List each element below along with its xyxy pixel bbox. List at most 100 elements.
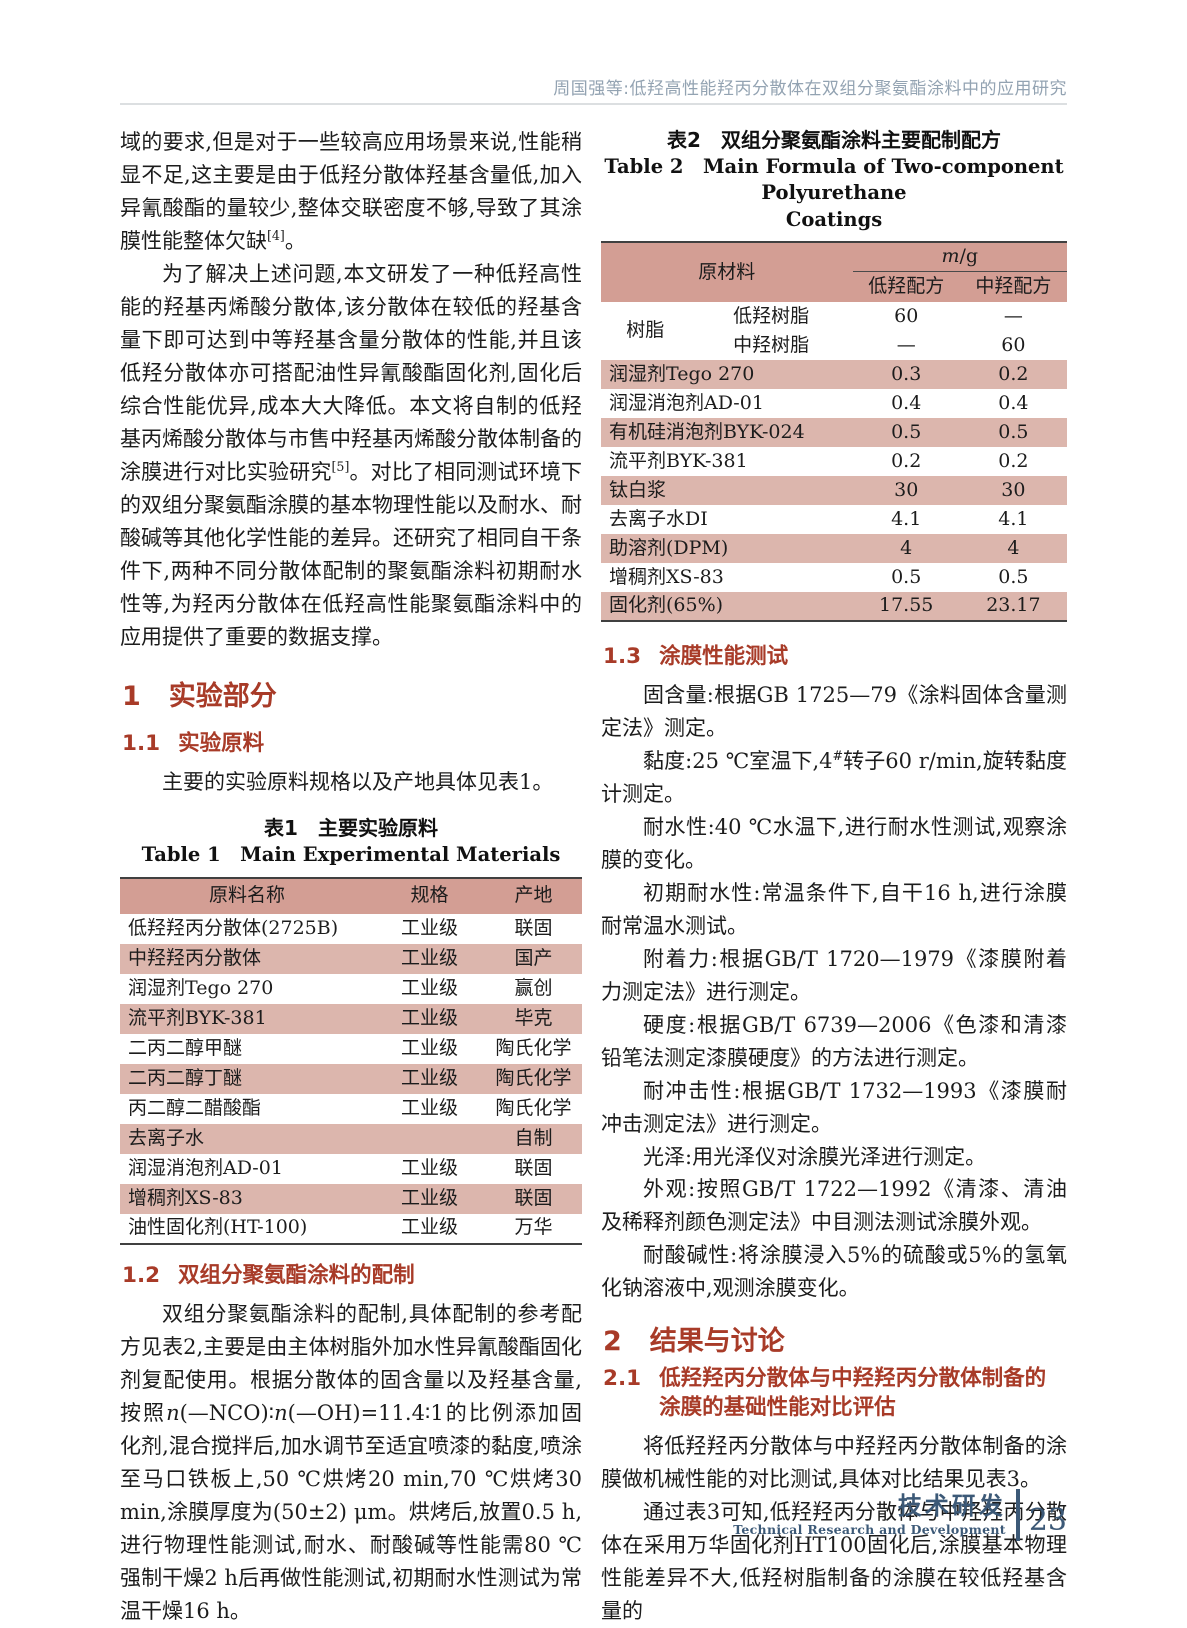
table-cell-resin-label: 树脂 (626, 319, 665, 342)
table-cell: — (1003, 304, 1023, 327)
table-header-row: 原材料 m/g (601, 241, 1067, 302)
table-cell: — (896, 333, 916, 356)
table-cell: 17.55 (852, 591, 960, 621)
table-row: 丙二醇二醋酸酯 工业级 陶氏化学 (120, 1094, 582, 1124)
paragraph-text: 黏度:25 ℃室温下,4 (643, 748, 833, 773)
section-heading-experimental: 1 实验部分 (122, 674, 582, 713)
table-cell: 工业级 (401, 1156, 459, 1179)
table-cell: 联固 (514, 1156, 553, 1179)
table-header-row: 原料名称 规格 产地 (120, 877, 582, 914)
table-cell: 流平剂BYK-381 (120, 1003, 375, 1034)
table-cell: 二丙二醇甲醚 (128, 1036, 243, 1059)
section-number: 1.2 (122, 1262, 161, 1288)
table-cell: 低羟羟丙分散体(2725B) (128, 916, 339, 939)
table-cell: 增稠剂XS-83 (120, 1183, 375, 1214)
subsection-heading-comparison: 2.1 低羟羟丙分散体与中羟羟丙分散体制备的涂膜的基础性能对比评估 (603, 1364, 1067, 1422)
table-cell: 自制 (484, 1123, 582, 1154)
paragraph-materials-note: 主要的实验原料规格以及产地具体见表1。 (162, 769, 554, 794)
table-row: 润湿剂Tego 270 0.3 0.2 (601, 359, 1067, 389)
section-number: 1.3 (603, 643, 642, 669)
paragraph-viscosity: 黏度:25 ℃室温下,4#转子60 r/min,旋转黏度计测定。 (601, 745, 1067, 811)
column-header-mid-oh: 中羟配方 (959, 271, 1067, 302)
running-head: 周国强等:低羟高性能羟丙分散体在双组分聚氨酯涂料中的应用研究 (553, 79, 1067, 99)
paragraph-text: (—OH)=11.4∶1的比例添加固化剂,混合搅拌后,加水调节至适宜喷漆的黏度,… (120, 1400, 582, 1623)
table-cell: 工业级 (374, 1063, 485, 1094)
column-header: 规格 (374, 877, 485, 914)
section-number: 1.1 (122, 730, 161, 756)
section-number: 2 (603, 1326, 622, 1358)
table-cell: 润湿剂Tego 270 (128, 976, 274, 999)
table-cell: 0.3 (852, 359, 960, 389)
section-title: 涂膜性能测试 (659, 643, 789, 669)
table-cell: 联固 (484, 1183, 582, 1214)
paragraph-text: 转子60 r/min,旋转黏度计测定。 (601, 748, 1068, 806)
footer-label-en: Technical Research and Development (733, 1522, 1006, 1538)
table-cell: 流平剂BYK-381 (609, 449, 748, 472)
subsection-heading-preparation: 1.2 双组分聚氨酯涂料的配制 (122, 1261, 582, 1290)
rotor-number-sup: # (832, 747, 844, 763)
paragraph-motivation: 为了解决上述问题,本文研发了一种低羟高性能的羟基丙烯酸分散体,该分散体在较低的羟… (120, 258, 582, 654)
table-cell: 助溶剂(DPM) (601, 533, 853, 563)
table-cell: 工业级 (374, 1183, 485, 1214)
table-cell: 毕克 (484, 1003, 582, 1034)
table-row: 增稠剂XS-83 工业级 联固 (120, 1183, 582, 1214)
table-row: 润湿消泡剂AD-01 0.4 0.4 (601, 389, 1067, 418)
table-cell: 钛白浆 (601, 475, 853, 505)
subsection-heading-film-tests: 1.3 涂膜性能测试 (603, 642, 1067, 671)
table-row: 二丙二醇甲醚 工业级 陶氏化学 (120, 1034, 582, 1064)
table-cell: 60 (1001, 333, 1026, 356)
right-column: 表2 双组分聚氨酯涂料主要配制配方 Table 2 Main Formula o… (601, 126, 1088, 1628)
column-header: 产地 (484, 877, 582, 914)
table-cell: 工业级 (374, 943, 485, 974)
table-cell: 0.2 (959, 359, 1067, 389)
table-1-materials: 原料名称 规格 产地 低羟羟丙分散体(2725B) 工业级 联固 中羟羟丙分散体 工业… (120, 876, 582, 1245)
table-row: 二丙二醇丁醚 工业级 陶氏化学 (120, 1063, 582, 1094)
table-row: 固化剂(65%) 17.55 23.17 (601, 591, 1067, 621)
table2-caption-en-line1: Table 2 Main Formula of Two-component Po… (604, 155, 1064, 205)
paragraph-preparation: 双组分聚氨酯涂料的配制,具体配制的参考配方见表2,主要是由主体树脂外加水性异氰酸… (120, 1298, 582, 1628)
table-cell: 低羟树脂 (733, 304, 810, 327)
table-cell: 0.2 (891, 449, 922, 472)
table-cell: 润湿消泡剂AD-01 (128, 1156, 283, 1179)
left-column: 域的要求,但是对于一些较高应用场景来说,性能稍显不足,这主要是由于低羟分散体羟基… (120, 126, 582, 1628)
table-cell (374, 1123, 485, 1154)
table-cell: 丙二醇二醋酸酯 (128, 1096, 262, 1119)
paragraph-solid-content: 固含量:根据GB 1725—79《涂料固体含量测定法》测定。 (601, 682, 1067, 740)
table-cell: 工业级 (401, 976, 459, 999)
table-row: 树脂 低羟树脂 60 — (601, 302, 1067, 342)
table-cell: 4.1 (998, 507, 1029, 530)
table2-caption-cn: 表2 双组分聚氨酯涂料主要配制配方 (667, 128, 1001, 152)
table-cell: 油性固化剂(HT-100) (128, 1216, 308, 1239)
table-subheader-row: 低羟配方 中羟配方 (601, 271, 1067, 302)
paragraph-comparison-intro: 将低羟羟丙分散体与中羟羟丙分散体制备的涂膜做机械性能的对比测试,具体对比结果见表… (601, 1434, 1067, 1492)
table-cell: 润湿剂Tego 270 (601, 359, 853, 389)
table-cell: 4.1 (891, 507, 922, 530)
section-number: 2.1 (603, 1366, 642, 1392)
paragraph-hardness: 硬度:根据GB/T 6739—2006《色漆和清漆 铅笔法测定漆膜硬度》的方法进… (601, 1012, 1088, 1070)
table-row: 助溶剂(DPM) 4 4 (601, 533, 1067, 563)
paragraph-comparison-result: 通过表3可知,低羟羟丙分散体与中羟羟丙分散体在采用万华固化剂HT100固化后,涂… (601, 1500, 1067, 1624)
table-cell: 工业级 (401, 916, 459, 939)
paragraph-intro-continued: 域的要求,但是对于一些较高应用场景来说,性能稍显不足,这主要是由于低羟分散体羟基… (120, 126, 582, 258)
section-title: 实验原料 (178, 730, 265, 756)
section-heading-results: 2 结果与讨论 (603, 1319, 1067, 1358)
table-cell: 去离子水 (120, 1123, 375, 1154)
table2-caption-en-line2: Coatings (785, 207, 883, 231)
table-cell: 联固 (514, 916, 553, 939)
table2-caption: 表2 双组分聚氨酯涂料主要配制配方 Table 2 Main Formula o… (601, 126, 1067, 233)
page-footer: 技术研发 Technical Research and Development … (733, 1489, 1067, 1541)
table-cell: 30 (852, 475, 960, 505)
paragraph-text: 为了解决上述问题,本文研发了一种低羟高性能的羟基丙烯酸分散体,该分散体在较低的羟… (120, 261, 582, 484)
table-cell: 万华 (514, 1216, 553, 1239)
table-row: 润湿剂Tego 270 工业级 赢创 (120, 974, 582, 1004)
table-cell: 工业级 (374, 1003, 485, 1034)
paragraph-acid-alkali: 耐酸碱性:将涂膜浸入5%的硫酸或5%的氢氧化钠溶液中,观测涂膜变化。 (601, 1243, 1067, 1301)
table1-caption-cn: 表1 主要实验原料 (264, 816, 438, 841)
footer-section-labels: 技术研发 Technical Research and Development (733, 1492, 1006, 1538)
table-cell: 中羟羟丙分散体 (120, 943, 375, 974)
paragraph-water-resistance: 耐水性:40 ℃水温下,进行耐水性测试,观察涂膜的变化。 (601, 814, 1067, 872)
table-cell: 0.5 (998, 565, 1029, 588)
citation-ref-5: [5] (331, 458, 350, 474)
table-row: 润湿消泡剂AD-01 工业级 联固 (120, 1154, 582, 1184)
